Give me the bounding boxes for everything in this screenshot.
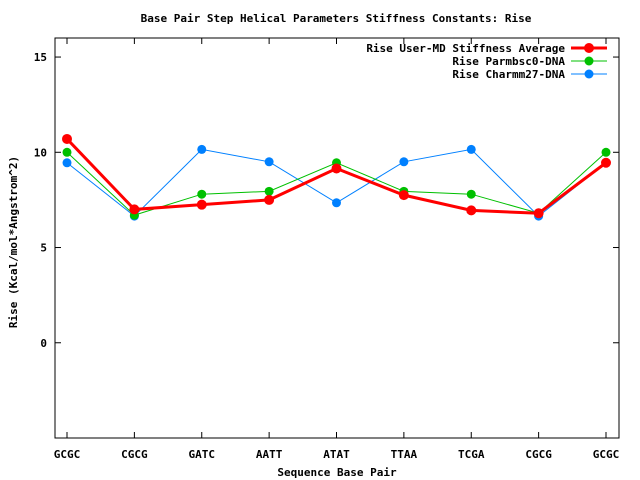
data-point (197, 189, 207, 199)
data-point (62, 158, 72, 168)
y-tick-label: 5 (40, 242, 47, 255)
data-point (466, 144, 476, 154)
data-point (264, 157, 274, 167)
data-point (196, 199, 207, 210)
data-point (466, 205, 477, 216)
x-tick-label: TTAA (391, 448, 418, 461)
x-axis-label: Sequence Base Pair (277, 466, 397, 479)
series-layer (62, 133, 611, 221)
y-tick-label: 10 (34, 146, 47, 159)
x-tick-label: CGCG (525, 448, 552, 461)
data-point (332, 198, 341, 208)
legend-label: Rise Parmbsc0-DNA (452, 55, 565, 68)
legend-label: Rise User-MD Stiffness Average (366, 42, 565, 55)
plot-frame (54, 37, 620, 439)
data-point (331, 163, 342, 174)
y-axis-label: Rise (Kcal/mol*Angstrom^2) (7, 156, 20, 328)
chart-title: Base Pair Step Helical Parameters Stiffn… (141, 12, 532, 25)
data-point (533, 208, 544, 219)
x-tick-label: ATAT (323, 448, 350, 461)
y-tick-label: 15 (34, 51, 47, 64)
legend-marker (584, 43, 594, 53)
data-point (264, 186, 274, 196)
data-point (601, 147, 611, 157)
data-point (466, 189, 476, 199)
legend-marker (584, 56, 594, 66)
x-tick-label: CGCG (121, 448, 148, 461)
y-tick-label: 0 (40, 337, 47, 350)
x-tick-label: GCGC (54, 448, 81, 461)
data-point (62, 147, 72, 157)
x-tick-label: TCGA (458, 448, 485, 461)
data-point (601, 157, 611, 168)
data-point (398, 190, 409, 201)
data-point (62, 133, 72, 144)
data-point (264, 194, 275, 205)
series-1 (62, 133, 611, 219)
x-tick-label: GATC (189, 448, 216, 461)
legend-marker (584, 69, 594, 79)
axes: 0 5 10 15 GCGC CGCG GATC AATT ATAT TTAA TCGA CGCG GC… (34, 38, 620, 461)
x-tick-label: GCGC (593, 448, 620, 461)
legend-label: Rise Charmm27-DNA (452, 68, 565, 81)
data-point (399, 157, 409, 167)
data-point (197, 144, 207, 154)
x-tick-label: AATT (256, 448, 283, 461)
data-point (129, 204, 140, 215)
